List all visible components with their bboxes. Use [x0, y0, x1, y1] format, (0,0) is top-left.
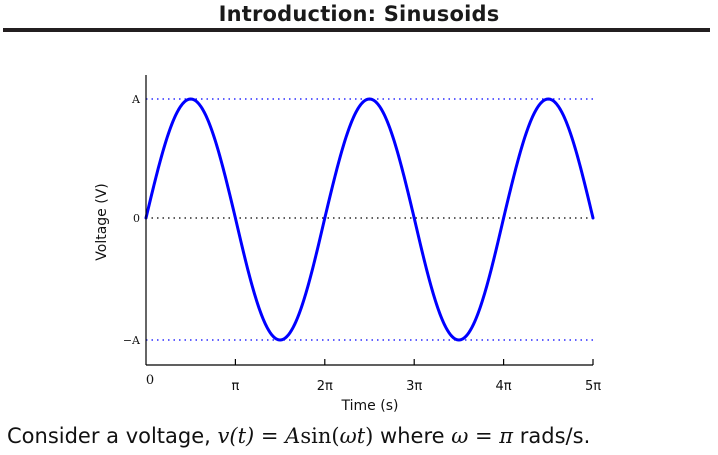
caption: Consider a voltage, v(t) = Asin(ωt) wher… [7, 424, 590, 448]
y-axis-label: Voltage (V) [94, 183, 110, 260]
math-omega: ω [451, 424, 469, 448]
math-equals-2: = [468, 424, 500, 448]
math-amplitude: A [285, 424, 301, 448]
math-paren-close: ) [365, 424, 374, 448]
y-tick-label: 0 [133, 212, 140, 225]
slide-title: Introduction: Sinusoids [218, 2, 500, 26]
axes [145, 75, 593, 366]
sine-curve [144, 97, 595, 342]
caption-where: where [373, 424, 452, 448]
y-tick-label: A [131, 93, 141, 106]
math-equals: = [254, 424, 286, 448]
x-ticks: 0 π 2π 3π 4π 5π [146, 359, 601, 394]
caption-units: rads/s. [513, 424, 591, 448]
y-tick-label: −A [123, 334, 141, 347]
math-paren-open: ( [331, 424, 340, 448]
caption-text: Consider a voltage, [7, 424, 218, 448]
math-argument: ωt [339, 424, 366, 448]
x-tick-label: 4π [496, 379, 512, 394]
x-tick-label: 5π [585, 379, 601, 394]
x-axis-label: Time (s) [341, 398, 399, 414]
x-tick-label: 2π [317, 379, 333, 394]
x-tick-label: π [231, 379, 239, 394]
y-ticks: A 0 −A [123, 93, 141, 347]
sinusoid-chart: 0 π 2π 3π 4π 5π A 0 −A Time (s) Voltage (V) [94, 75, 601, 414]
title-rule [3, 28, 710, 32]
math-sin: sin [300, 424, 332, 448]
x-tick-label: 0 [146, 373, 154, 388]
math-lhs: v(t) [217, 424, 255, 448]
math-pi: π [499, 424, 514, 448]
x-tick-label: 3π [406, 379, 422, 394]
